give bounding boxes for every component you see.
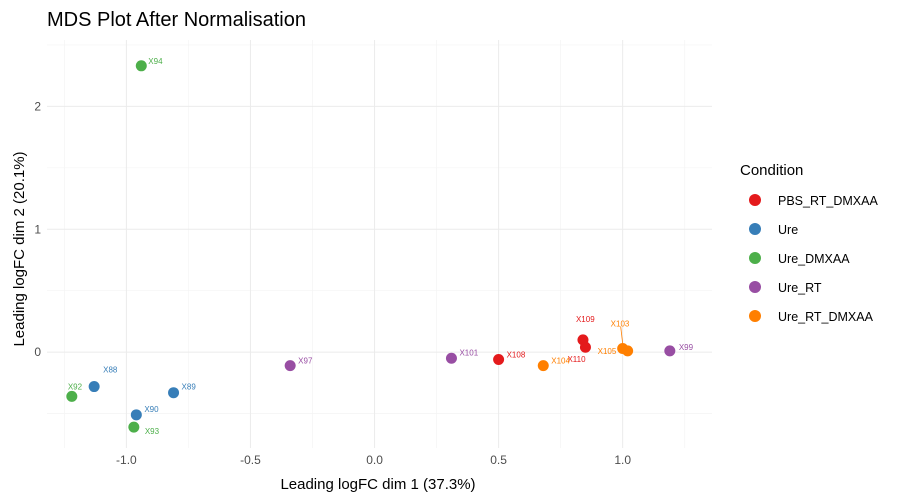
point-label: X103 [611, 319, 630, 328]
x-axis-title: Leading logFC dim 1 (37.3%) [280, 476, 475, 493]
x-tick-label: 0.0 [366, 453, 383, 467]
label-leader-line [620, 326, 624, 344]
legend-label: Ure_RT [778, 281, 822, 295]
data-points [66, 60, 676, 433]
legend-key-ure [749, 223, 761, 235]
data-point-x88 [88, 381, 100, 393]
legend: Condition PBS_RT_DMXAA Ure Ure_DMXAA Ure_RT… [740, 162, 878, 324]
data-point-x104 [537, 360, 549, 372]
point-label: X105 [598, 347, 617, 356]
data-point-x94 [135, 60, 147, 72]
grid-lines [47, 40, 712, 448]
point-label: X109 [576, 315, 595, 324]
point-label: X99 [679, 343, 694, 352]
point-label: X90 [144, 405, 159, 414]
legend-key-ure-rt [749, 281, 761, 293]
point-label: X89 [182, 383, 197, 392]
y-axis-title: Leading logFC dim 2 (20.1%) [11, 151, 28, 346]
y-tick-label: 0 [34, 345, 41, 359]
data-point-x110 [579, 341, 591, 353]
x-tick-label: 0.5 [490, 453, 507, 467]
data-point-x105 [622, 345, 634, 357]
point-label: X92 [68, 382, 83, 391]
data-point-x89 [168, 387, 180, 399]
point-label: X93 [145, 427, 160, 436]
legend-title: Condition [740, 162, 803, 179]
y-tick-label: 2 [34, 99, 41, 113]
tick-labels: -1.0 -0.5 0.0 0.5 1.0 0 1 2 [34, 99, 631, 467]
point-labels: X109 X110 X108 X88 X89 X90 X94 X92 X93 X99 X101 X97… [68, 57, 694, 436]
data-point-x92 [66, 390, 78, 402]
point-label: X94 [148, 57, 163, 66]
x-tick-label: -1.0 [116, 453, 137, 467]
point-label: X108 [507, 351, 526, 360]
data-point-x108 [493, 354, 505, 366]
point-label: X104 [551, 357, 570, 366]
legend-label: Ure_DMXAA [778, 252, 850, 266]
data-point-x90 [130, 409, 142, 421]
point-label: X88 [103, 366, 118, 375]
point-label: X97 [298, 357, 313, 366]
chart-title: MDS Plot After Normalisation [47, 9, 306, 31]
data-point-x99 [664, 345, 676, 357]
y-tick-label: 1 [34, 222, 41, 236]
point-label: X110 [567, 355, 586, 364]
legend-label: PBS_RT_DMXAA [778, 194, 878, 208]
data-point-x93 [128, 421, 140, 433]
legend-key-ure-rt-dmxaa [749, 310, 761, 322]
legend-label: Ure_RT_DMXAA [778, 310, 874, 324]
legend-label: Ure [778, 223, 798, 237]
legend-key-pbs-rt-dmxaa [749, 194, 761, 206]
data-point-x101 [445, 352, 457, 364]
data-point-x97 [284, 360, 296, 372]
x-tick-label: 1.0 [614, 453, 631, 467]
x-tick-label: -0.5 [240, 453, 261, 467]
point-label: X101 [459, 348, 478, 357]
legend-key-ure-dmxaa [749, 252, 761, 264]
